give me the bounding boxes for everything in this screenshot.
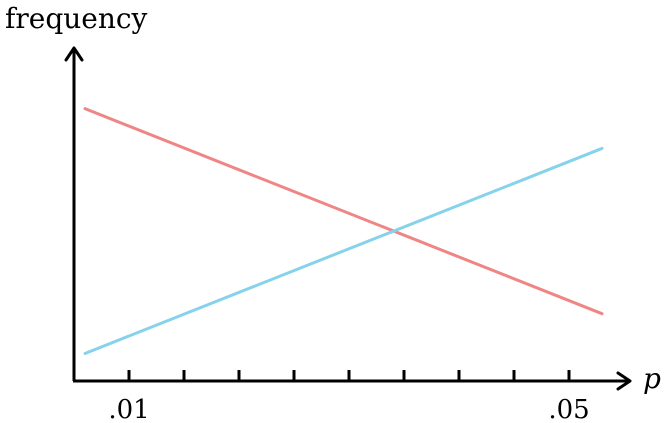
y-axis-arrow: [64, 46, 84, 62]
x-axis-arrow: [616, 371, 632, 391]
series-line-0: [83, 107, 604, 316]
axes: [64, 46, 632, 391]
series-group: [83, 107, 604, 355]
x-ticks: [127, 370, 571, 381]
x-axis-label: p: [643, 362, 661, 395]
x-tick-labels: .01 .05: [108, 395, 589, 423]
y-axis-label: frequency: [5, 2, 148, 35]
x-tick-label-1: .05: [548, 395, 589, 423]
series-line-1: [83, 146, 604, 355]
x-tick-label-0: .01: [108, 395, 149, 423]
